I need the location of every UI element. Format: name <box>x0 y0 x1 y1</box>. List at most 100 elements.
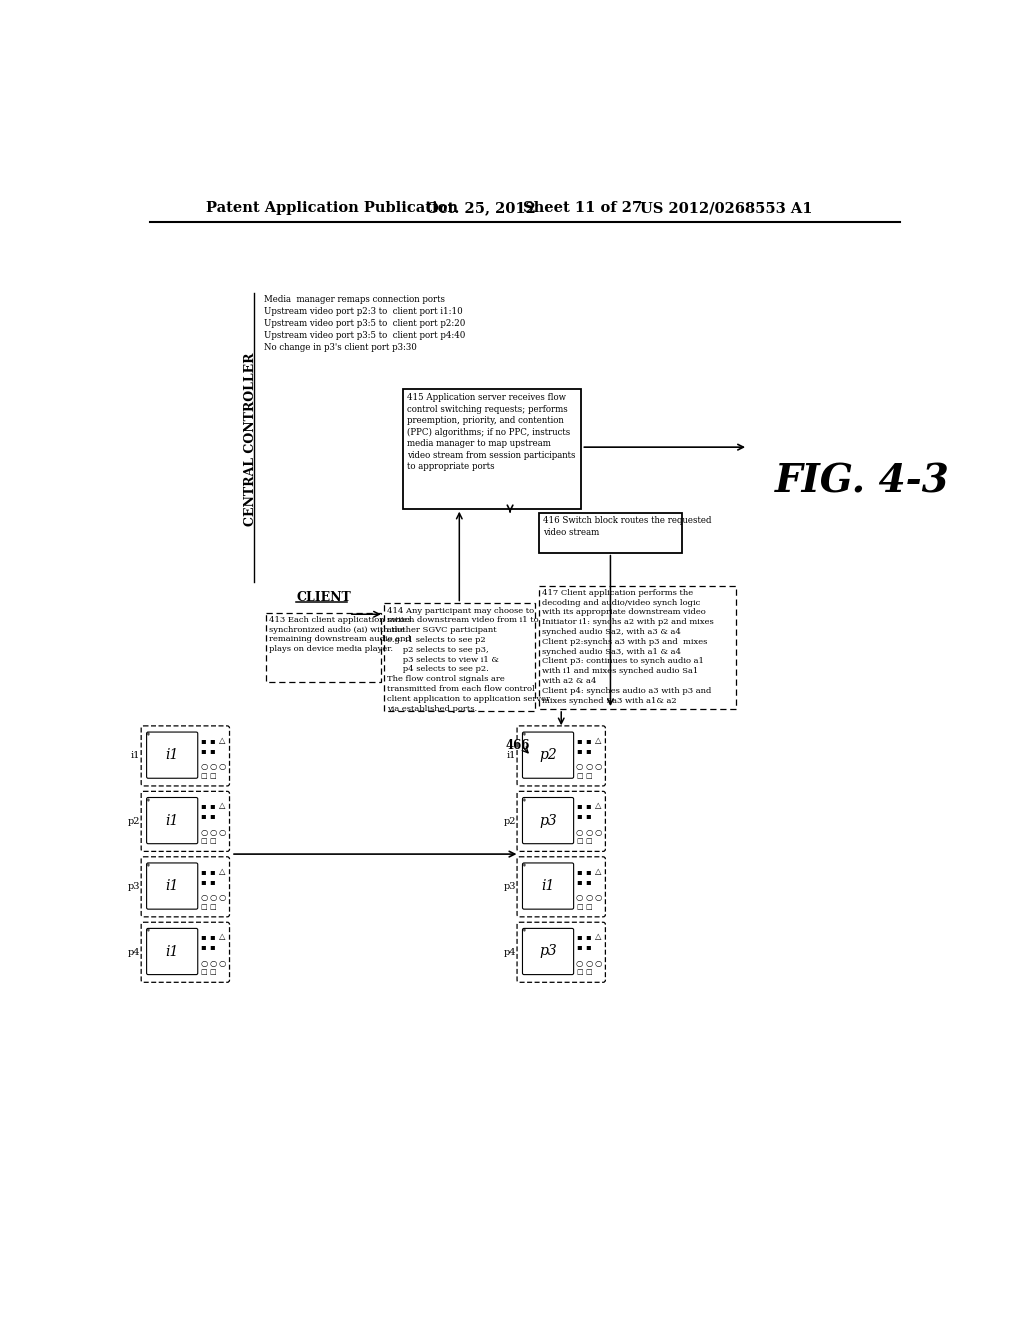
Text: ▪: ▪ <box>575 932 582 941</box>
Text: ○: ○ <box>586 828 593 837</box>
Text: ○: ○ <box>575 828 584 837</box>
Text: p2: p2 <box>128 817 140 826</box>
Text: □: □ <box>575 969 583 975</box>
Text: □: □ <box>209 838 216 845</box>
Text: □: □ <box>200 774 207 779</box>
Text: p2: p2 <box>504 817 516 826</box>
FancyBboxPatch shape <box>522 797 573 843</box>
Text: ▪: ▪ <box>200 801 206 810</box>
Text: ○: ○ <box>200 828 207 837</box>
Text: *: * <box>145 797 151 807</box>
Text: ▪: ▪ <box>586 801 591 810</box>
Text: □: □ <box>209 904 216 909</box>
Text: 466: 466 <box>506 739 529 751</box>
Text: ▪: ▪ <box>586 876 591 886</box>
Text: ▪: ▪ <box>575 942 582 952</box>
Bar <box>384 603 535 711</box>
Text: *: * <box>521 928 526 937</box>
Text: 416 Switch block routes the requested
video stream: 416 Switch block routes the requested vi… <box>543 516 711 537</box>
Text: p3: p3 <box>128 882 140 891</box>
Text: ▪: ▪ <box>200 867 206 876</box>
Text: ▪: ▪ <box>575 746 582 755</box>
FancyBboxPatch shape <box>141 923 229 982</box>
Text: ▪: ▪ <box>200 812 206 821</box>
Text: ▪: ▪ <box>575 876 582 886</box>
Text: ▪: ▪ <box>200 932 206 941</box>
Text: p4: p4 <box>128 948 140 957</box>
Text: ▪: ▪ <box>586 932 591 941</box>
Text: 413 Each client application mixes
synchronized audio (ai) with the
remaining dow: 413 Each client application mixes synchr… <box>269 615 412 653</box>
Text: ▪: ▪ <box>575 812 582 821</box>
Text: ▪: ▪ <box>209 801 215 810</box>
Text: ○: ○ <box>209 958 217 968</box>
Text: ▪: ▪ <box>586 746 591 755</box>
Text: i1: i1 <box>166 945 179 958</box>
FancyBboxPatch shape <box>141 726 229 785</box>
FancyBboxPatch shape <box>146 733 198 779</box>
Text: CLIENT: CLIENT <box>297 591 351 603</box>
Text: □: □ <box>586 774 592 779</box>
Text: i1: i1 <box>542 879 555 894</box>
Text: i1: i1 <box>166 879 179 894</box>
Text: FIG. 4-3: FIG. 4-3 <box>775 463 950 500</box>
Text: □: □ <box>586 969 592 975</box>
FancyBboxPatch shape <box>522 928 573 974</box>
Text: 415 Application server receives flow
control switching requests; performs
preemp: 415 Application server receives flow con… <box>407 393 575 471</box>
Text: ▪: ▪ <box>209 876 215 886</box>
Text: △: △ <box>595 867 601 876</box>
FancyBboxPatch shape <box>146 863 198 909</box>
Text: ▪: ▪ <box>586 867 591 876</box>
Text: ○: ○ <box>595 958 602 968</box>
Text: ▪: ▪ <box>586 737 591 744</box>
Text: US 2012/0268553 A1: US 2012/0268553 A1 <box>640 202 812 215</box>
Text: i1: i1 <box>166 813 179 828</box>
Text: *: * <box>521 863 526 873</box>
Text: △: △ <box>595 932 601 941</box>
FancyBboxPatch shape <box>141 792 229 851</box>
Text: Media  manager remaps connection ports
Upstream video port p2:3 to  client port : Media manager remaps connection ports Up… <box>263 296 465 351</box>
Text: Sheet 11 of 27: Sheet 11 of 27 <box>523 202 642 215</box>
Text: □: □ <box>209 774 216 779</box>
Text: ▪: ▪ <box>209 942 215 952</box>
Text: ○: ○ <box>200 762 207 771</box>
Text: p3: p3 <box>540 813 557 828</box>
Text: △: △ <box>219 932 225 941</box>
Text: ▪: ▪ <box>200 737 206 744</box>
Text: p3: p3 <box>504 882 516 891</box>
Text: ○: ○ <box>586 894 593 902</box>
Text: p2: p2 <box>540 748 557 762</box>
Text: i1: i1 <box>507 751 516 760</box>
Bar <box>539 586 736 709</box>
Text: ○: ○ <box>219 828 226 837</box>
Text: *: * <box>145 863 151 873</box>
Text: ○: ○ <box>586 762 593 771</box>
Text: ○: ○ <box>595 894 602 902</box>
Text: ○: ○ <box>200 894 207 902</box>
Bar <box>266 612 381 682</box>
Bar <box>403 389 582 508</box>
FancyBboxPatch shape <box>141 857 229 917</box>
Text: ▪: ▪ <box>200 942 206 952</box>
Text: p3: p3 <box>540 945 557 958</box>
Text: 417 Client application performs the
decoding and audio/video synch logic
with it: 417 Client application performs the deco… <box>542 589 714 705</box>
Text: *: * <box>145 928 151 937</box>
Text: ▪: ▪ <box>209 812 215 821</box>
FancyBboxPatch shape <box>517 726 605 785</box>
Text: ○: ○ <box>200 958 207 968</box>
Text: □: □ <box>586 838 592 845</box>
Text: ▪: ▪ <box>209 737 215 744</box>
FancyBboxPatch shape <box>522 863 573 909</box>
Text: ▪: ▪ <box>586 942 591 952</box>
Text: Patent Application Publication: Patent Application Publication <box>206 202 458 215</box>
Text: ▪: ▪ <box>209 746 215 755</box>
Text: ▪: ▪ <box>200 876 206 886</box>
Text: ▪: ▪ <box>575 801 582 810</box>
Text: □: □ <box>586 904 592 909</box>
Text: i1: i1 <box>131 751 140 760</box>
FancyBboxPatch shape <box>146 797 198 843</box>
Text: □: □ <box>209 969 216 975</box>
Text: ▪: ▪ <box>586 812 591 821</box>
Text: ▪: ▪ <box>200 746 206 755</box>
Text: ○: ○ <box>575 958 584 968</box>
Text: □: □ <box>200 838 207 845</box>
